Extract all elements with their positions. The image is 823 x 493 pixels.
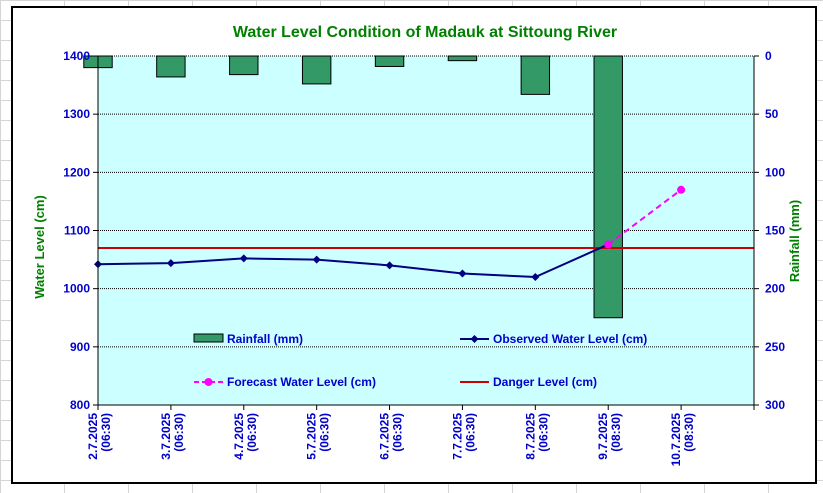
x-tick-label: 6.7.2025 (06:30) — [378, 413, 405, 460]
y-tick-label: 1000 — [63, 282, 90, 296]
y-axis-title: Water Level (cm) — [32, 195, 47, 299]
y-tick-label: 900 — [70, 340, 90, 354]
y2-tick-label: 200 — [765, 282, 785, 296]
x-tick-date: 3.7.2025 — [159, 413, 173, 460]
rainfall-bar — [301, 55, 332, 85]
forecast-point — [677, 185, 686, 194]
y2-tick-label: 100 — [765, 165, 785, 179]
x-tick-time: (06:30) — [99, 413, 113, 452]
legend-observed-marker — [470, 335, 479, 343]
observed-point — [166, 259, 175, 268]
water-level-lines — [94, 185, 686, 282]
forecast-point — [604, 240, 613, 249]
rainfall-bar — [229, 55, 259, 76]
observed-point — [239, 254, 248, 263]
observed-point — [458, 269, 467, 278]
y-tick-label: 1400 — [63, 49, 90, 63]
observed-water-level-line — [97, 243, 609, 279]
x-tick-date: 9.7.2025 — [596, 413, 610, 460]
x-tick-date: 6.7.2025 — [378, 413, 392, 460]
forecast-water-level-line — [607, 188, 682, 246]
y-tick-label: 1300 — [63, 107, 90, 121]
x-tick-label: 5.7.2025 (06:30) — [305, 413, 332, 460]
observed-point — [312, 255, 321, 264]
y2-axis-title: Rainfall (mm) — [787, 200, 802, 282]
x-tick-label: 2.7.2025 (06:30) — [86, 413, 113, 460]
x-tick-time: (06:30) — [318, 413, 332, 452]
x-tick-time: (08:30) — [609, 413, 623, 452]
y-tick-label: 1100 — [64, 224, 90, 238]
observed-point — [385, 261, 394, 270]
legend-label: Danger Level (cm) — [493, 375, 597, 389]
x-tick-label: 3.7.2025 (06:30) — [159, 413, 186, 460]
x-tick-label: 7.7.2025 (06:30) — [450, 413, 477, 460]
legend: Rainfall (mm) Observed Water Level (cm) Fo… — [193, 332, 647, 389]
rainfall-bar — [593, 55, 623, 319]
x-tick-time: (06:30) — [463, 413, 477, 452]
x-tick-date: 10.7.2025 — [669, 413, 683, 467]
x-tick-time: (06:30) — [391, 413, 405, 452]
x-tick-date: 4.7.2025 — [232, 413, 246, 460]
x-tick-time: (08:30) — [682, 413, 696, 452]
y-tick-label: 1200 — [63, 165, 90, 179]
legend-forecast-marker — [204, 378, 213, 386]
x-tick-time: (06:30) — [536, 413, 550, 452]
observed-point — [531, 273, 540, 282]
y2-tick-label: 0 — [765, 49, 772, 63]
x-tick-label: 9.7.2025 (08:30) — [596, 413, 623, 460]
rainfall-bar — [447, 55, 478, 62]
y2-tick-label: 300 — [765, 398, 785, 412]
y2-tick-label: 250 — [765, 340, 785, 354]
x-tick-date: 5.7.2025 — [305, 413, 319, 460]
rainfall-bar — [520, 55, 551, 95]
y-tick-label: 800 — [70, 398, 90, 412]
x-tick-date: 7.7.2025 — [450, 413, 464, 460]
x-tick-date: 8.7.2025 — [523, 413, 537, 460]
y2-tick-label: 50 — [765, 107, 779, 121]
x-tick-label: 10.7.2025 (08:30) — [669, 413, 696, 467]
x-tick-label: 4.7.2025 (06:30) — [232, 413, 259, 460]
rainfall-bar — [156, 55, 186, 78]
x-tick-time: (06:30) — [245, 413, 259, 452]
x-tick-label: 8.7.2025 (06:30) — [523, 413, 550, 460]
legend-label: Rainfall (mm) — [227, 332, 303, 346]
axes: 1400 1300 1200 1100 1000 900 800 0 50 100 150 200 25… — [63, 49, 785, 466]
legend-label: Forecast Water Level (cm) — [227, 375, 376, 389]
y2-tick-label: 150 — [765, 224, 785, 238]
x-tick-date: 2.7.2025 — [86, 413, 100, 460]
rainfall-bar — [374, 55, 405, 67]
chart-title: Water Level Condition of Madauk at Sitto… — [233, 24, 617, 41]
x-tick-time: (06:30) — [172, 413, 186, 452]
legend-label: Observed Water Level (cm) — [493, 332, 647, 346]
gridlines — [98, 113, 754, 348]
legend-rainfall-swatch — [193, 333, 224, 343]
